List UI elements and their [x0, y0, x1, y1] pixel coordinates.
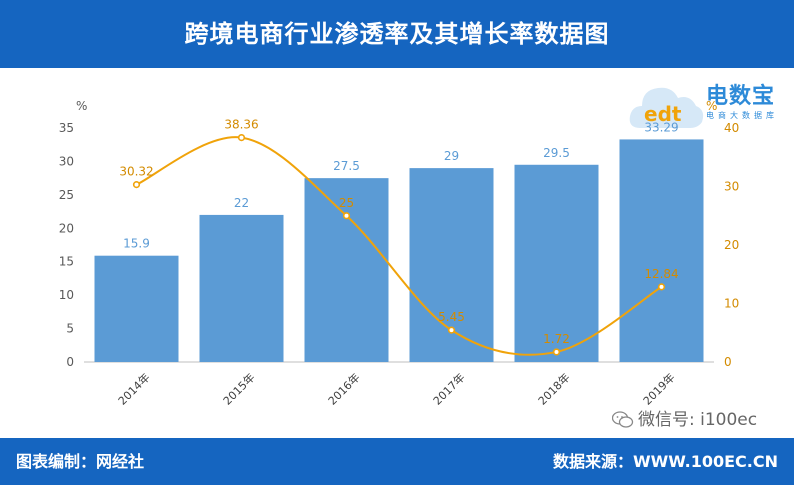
- bar-value-label: 22: [234, 196, 249, 210]
- x-tick-label: 2014年: [115, 370, 152, 407]
- logo-text: 电数宝: [706, 84, 776, 109]
- wechat-icon: [612, 411, 634, 428]
- cloud-logo-icon: edt: [629, 87, 704, 128]
- x-tick-label: 2019年: [640, 370, 677, 407]
- line-point: [657, 283, 666, 291]
- line-point: [237, 133, 246, 142]
- chart-credit: 图表编制：网经社: [16, 452, 145, 471]
- growth-line: [136, 136, 663, 356]
- y-left-tick-label: 25: [59, 188, 74, 202]
- line-point: [447, 326, 456, 334]
- logo-subtitle: 电商大数据库: [706, 111, 778, 120]
- y-right-tick-label: 20: [724, 238, 739, 252]
- bar: [304, 178, 389, 362]
- bar: [514, 164, 599, 362]
- bar-value-label: 29: [444, 149, 459, 163]
- y-right-tick-label: 30: [724, 180, 739, 194]
- logo-mark: edt: [644, 102, 682, 126]
- bar-value-label: 15.9: [123, 237, 150, 251]
- y-left-tick-label: 20: [59, 221, 74, 235]
- header-banner: 跨境电商行业渗透率及其增长率数据图: [0, 0, 794, 68]
- y-right-tick-label: 40: [724, 121, 739, 135]
- y-left-tick-label: 10: [59, 288, 74, 302]
- y-left-tick-label: 15: [59, 255, 74, 269]
- y-left-unit: %: [76, 99, 87, 113]
- line-point: [132, 181, 141, 189]
- logo: edt 电数宝 电商大数据库: [626, 74, 794, 144]
- bar: [94, 255, 179, 362]
- bar-value-label: 29.5: [543, 146, 570, 160]
- bar-value-label: 27.5: [333, 159, 360, 173]
- line-point: [552, 348, 561, 356]
- line-value-label: 25: [339, 196, 354, 210]
- x-tick-label: 2015年: [220, 370, 257, 407]
- line-value-label: 1.72: [543, 332, 570, 346]
- bar-value-label: 33.29: [644, 120, 678, 134]
- line-value-label: 12.84: [644, 267, 678, 281]
- data-source: 数据来源：WWW.100EC.CN: [552, 452, 778, 471]
- y-left-tick-label: 0: [66, 355, 74, 369]
- line-value-label: 30.32: [119, 165, 153, 179]
- y-right-tick-label: 10: [724, 297, 739, 311]
- y-left-tick-label: 5: [66, 322, 74, 336]
- x-tick-label: 2018年: [535, 370, 572, 407]
- y-right-unit: %: [706, 99, 717, 113]
- y-left-tick-label: 35: [59, 121, 74, 135]
- line-point: [342, 212, 351, 220]
- line-value-label: 38.36: [224, 118, 258, 132]
- x-tick-label: 2016年: [325, 370, 362, 407]
- wechat-watermark: 微信号: i100ec: [612, 408, 757, 432]
- footer-banner: 图表编制：网经社 数据来源：WWW.100EC.CN: [0, 438, 794, 485]
- y-right-tick-label: 0: [724, 355, 732, 369]
- line-value-label: 5.45: [438, 310, 465, 324]
- bar: [619, 139, 704, 362]
- bar: [199, 214, 284, 362]
- y-left-tick-label: 30: [59, 154, 74, 168]
- x-tick-label: 2017年: [430, 370, 467, 407]
- chart-title: 跨境电商行业渗透率及其增长率数据图: [184, 20, 610, 48]
- wechat-id: 微信号: i100ec: [638, 410, 758, 430]
